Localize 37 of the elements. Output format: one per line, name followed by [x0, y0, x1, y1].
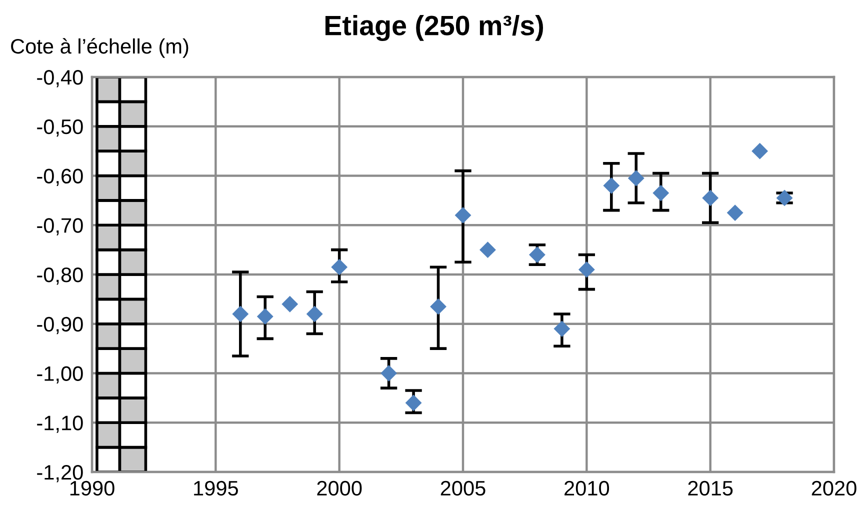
- point: [232, 306, 249, 322]
- point: [454, 207, 472, 224]
- point: [282, 296, 298, 312]
- x-tick-label: 2000: [317, 480, 362, 496]
- point: [256, 308, 274, 325]
- chart-title: Etiage (250 m³/s): [325, 14, 544, 42]
- point: [752, 142, 768, 160]
- y-tick-label: -1,20: [37, 465, 83, 482]
- y-tick-label: -1,00: [37, 366, 83, 384]
- point: [380, 365, 398, 382]
- point: [578, 261, 595, 278]
- point: [306, 306, 323, 322]
- point: [603, 177, 620, 194]
- x-tick-label: 1995: [194, 480, 238, 496]
- y-axis-title: Cote à l’échelle (m): [11, 38, 188, 58]
- y-tick-label: -0,60: [37, 168, 83, 186]
- point: [726, 204, 744, 221]
- x-tick-label: 2010: [564, 480, 610, 496]
- x-tick-label: 2005: [440, 480, 486, 496]
- point: [331, 258, 348, 276]
- point: [702, 190, 719, 206]
- point: [652, 184, 670, 202]
- y-tick-label: -0,40: [37, 70, 83, 88]
- point: [430, 298, 446, 315]
- x-tick-label: 2020: [812, 480, 856, 496]
- y-tick-label: -0,50: [37, 119, 83, 137]
- x-tick-label: 2015: [688, 480, 733, 496]
- point: [405, 394, 422, 412]
- x-tick-label: 1990: [70, 480, 114, 496]
- point: [480, 242, 496, 258]
- y-tick-label: -1,10: [37, 416, 83, 433]
- point: [628, 170, 644, 186]
- point: [528, 246, 546, 263]
- point: [554, 320, 570, 338]
- y-tick-label: -0,90: [37, 316, 83, 334]
- y-tick-label: -0,70: [37, 218, 83, 236]
- y-tick-label: -0,80: [37, 268, 83, 285]
